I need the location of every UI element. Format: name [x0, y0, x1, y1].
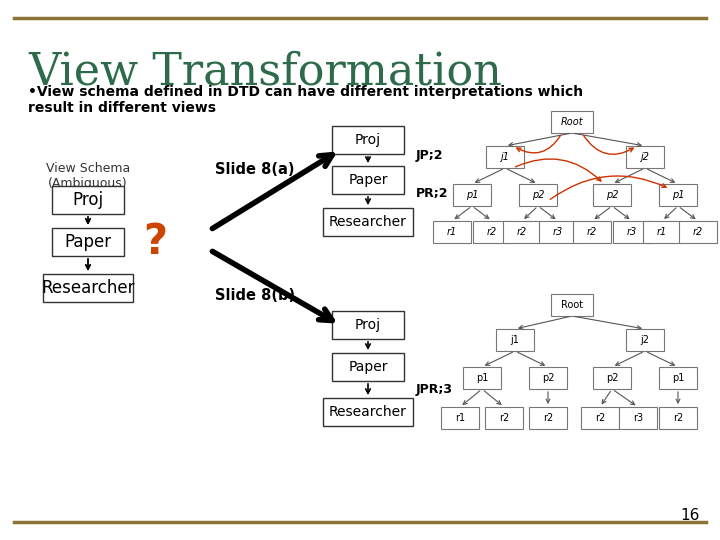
Text: Proj: Proj [73, 191, 104, 209]
FancyBboxPatch shape [441, 407, 479, 429]
FancyBboxPatch shape [496, 329, 534, 351]
Text: r1: r1 [447, 227, 457, 237]
Text: r2: r2 [543, 413, 553, 423]
FancyBboxPatch shape [659, 407, 697, 429]
FancyBboxPatch shape [433, 221, 471, 243]
Text: Proj: Proj [355, 133, 381, 147]
FancyBboxPatch shape [679, 221, 717, 243]
Text: PR;2: PR;2 [416, 186, 449, 199]
FancyBboxPatch shape [503, 221, 541, 243]
FancyBboxPatch shape [593, 367, 631, 389]
Text: Slide 8(b): Slide 8(b) [215, 287, 295, 302]
FancyBboxPatch shape [626, 329, 664, 351]
FancyBboxPatch shape [519, 184, 557, 206]
Text: •View schema defined in DTD can have different interpretations which
result in d: •View schema defined in DTD can have dif… [28, 85, 583, 115]
Text: r2: r2 [693, 227, 703, 237]
Text: ?: ? [143, 221, 167, 263]
Text: Slide 8(a): Slide 8(a) [215, 163, 294, 178]
FancyBboxPatch shape [332, 126, 404, 154]
FancyBboxPatch shape [581, 407, 619, 429]
FancyBboxPatch shape [619, 407, 657, 429]
FancyBboxPatch shape [593, 184, 631, 206]
Text: j1: j1 [510, 335, 519, 345]
Text: Paper: Paper [348, 360, 388, 374]
Text: r3: r3 [627, 227, 637, 237]
Text: r2: r2 [487, 227, 497, 237]
FancyBboxPatch shape [323, 398, 413, 426]
FancyBboxPatch shape [551, 111, 593, 133]
Text: JP;2: JP;2 [416, 148, 444, 161]
Text: r2: r2 [595, 413, 605, 423]
Text: p2: p2 [606, 373, 618, 383]
Text: p1: p1 [672, 190, 684, 200]
FancyBboxPatch shape [463, 367, 501, 389]
Text: p1: p1 [466, 190, 478, 200]
FancyBboxPatch shape [52, 228, 124, 256]
FancyBboxPatch shape [332, 353, 404, 381]
Text: r1: r1 [657, 227, 667, 237]
FancyBboxPatch shape [659, 367, 697, 389]
Text: Paper: Paper [348, 173, 388, 187]
Text: p1: p1 [476, 373, 488, 383]
Text: Root: Root [561, 300, 583, 310]
Text: Researcher: Researcher [329, 405, 407, 419]
FancyBboxPatch shape [332, 166, 404, 194]
Text: Root: Root [561, 117, 583, 127]
FancyBboxPatch shape [573, 221, 611, 243]
Text: p2: p2 [541, 373, 554, 383]
FancyBboxPatch shape [551, 294, 593, 316]
FancyBboxPatch shape [659, 184, 697, 206]
FancyBboxPatch shape [453, 184, 491, 206]
Text: 16: 16 [680, 508, 700, 523]
FancyBboxPatch shape [626, 146, 664, 168]
Text: r3: r3 [633, 413, 643, 423]
Text: JPR;3: JPR;3 [416, 383, 453, 396]
FancyBboxPatch shape [43, 274, 133, 302]
Text: r2: r2 [499, 413, 509, 423]
FancyBboxPatch shape [332, 311, 404, 339]
Text: View Schema
(Ambiguous): View Schema (Ambiguous) [46, 162, 130, 190]
Text: j2: j2 [641, 335, 649, 345]
Text: p2: p2 [606, 190, 618, 200]
FancyBboxPatch shape [323, 208, 413, 236]
FancyBboxPatch shape [473, 221, 511, 243]
Text: r2: r2 [673, 413, 683, 423]
Text: Proj: Proj [355, 318, 381, 332]
FancyBboxPatch shape [613, 221, 651, 243]
Text: j1: j1 [500, 152, 510, 162]
FancyBboxPatch shape [485, 407, 523, 429]
Text: r2: r2 [587, 227, 597, 237]
Text: Researcher: Researcher [329, 215, 407, 229]
FancyBboxPatch shape [539, 221, 577, 243]
Text: View Transformation: View Transformation [28, 50, 502, 93]
Text: r1: r1 [455, 413, 465, 423]
Text: j2: j2 [641, 152, 649, 162]
FancyBboxPatch shape [529, 407, 567, 429]
Text: p2: p2 [532, 190, 544, 200]
Text: r2: r2 [517, 227, 527, 237]
FancyBboxPatch shape [52, 186, 124, 214]
Text: p1: p1 [672, 373, 684, 383]
FancyBboxPatch shape [486, 146, 524, 168]
Text: Paper: Paper [64, 233, 112, 251]
FancyBboxPatch shape [529, 367, 567, 389]
Text: Researcher: Researcher [41, 279, 135, 297]
FancyBboxPatch shape [643, 221, 681, 243]
Text: r3: r3 [553, 227, 563, 237]
